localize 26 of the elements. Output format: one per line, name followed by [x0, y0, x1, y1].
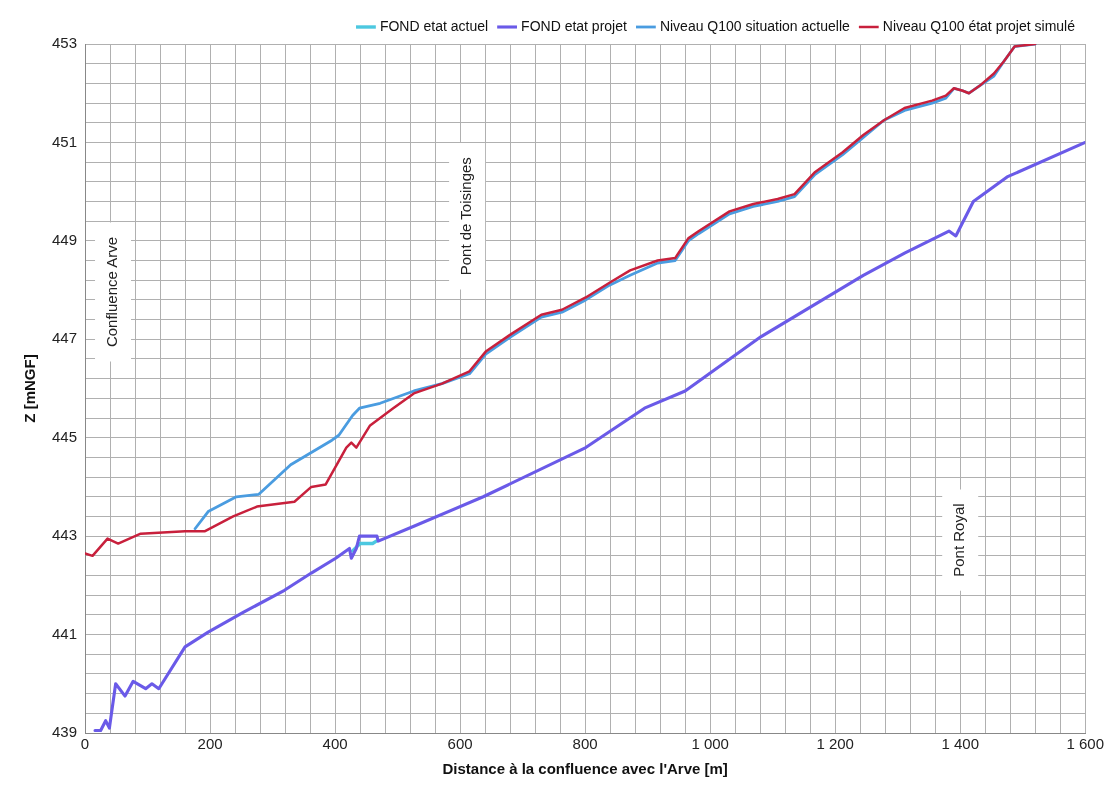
- y-tick-label: 443: [52, 526, 78, 544]
- legend-label: Niveau Q100 situation actuelle: [659, 17, 850, 34]
- x-tick-label: 800: [572, 735, 598, 753]
- y-axis-title: Z [mNGF]: [21, 354, 39, 423]
- legend-label: FOND etat actuel: [379, 17, 489, 34]
- y-tick-label: 453: [52, 34, 78, 52]
- x-tick-label: 600: [447, 735, 473, 753]
- x-tick-label: 1 200: [816, 735, 854, 753]
- x-tick-label: 1 400: [941, 735, 979, 753]
- x-tick-label: 400: [322, 735, 348, 753]
- x-axis-title: Distance à la confluence avec l'Arve [m]: [442, 760, 728, 778]
- legend-label: FOND etat projet: [521, 17, 627, 34]
- y-tick-label: 449: [52, 231, 78, 248]
- y-tick-label: 441: [52, 624, 78, 642]
- y-tick-label: 451: [52, 132, 78, 150]
- y-tick-label: 439: [52, 723, 78, 741]
- annotation: Pont Royal: [950, 503, 968, 577]
- legend-label: Niveau Q100 état projet simulé: [882, 17, 1076, 34]
- y-tick-label: 445: [52, 427, 78, 445]
- y-tick-label: 447: [52, 329, 78, 347]
- x-tick-label: 0: [80, 735, 90, 753]
- x-tick-label: 1 600: [1066, 735, 1105, 753]
- x-tick-label: 200: [197, 735, 223, 753]
- annotation: Pont de Toisinges: [457, 157, 475, 276]
- annotation: Confluence Arve: [103, 237, 121, 348]
- x-tick-label: 1 000: [691, 735, 729, 753]
